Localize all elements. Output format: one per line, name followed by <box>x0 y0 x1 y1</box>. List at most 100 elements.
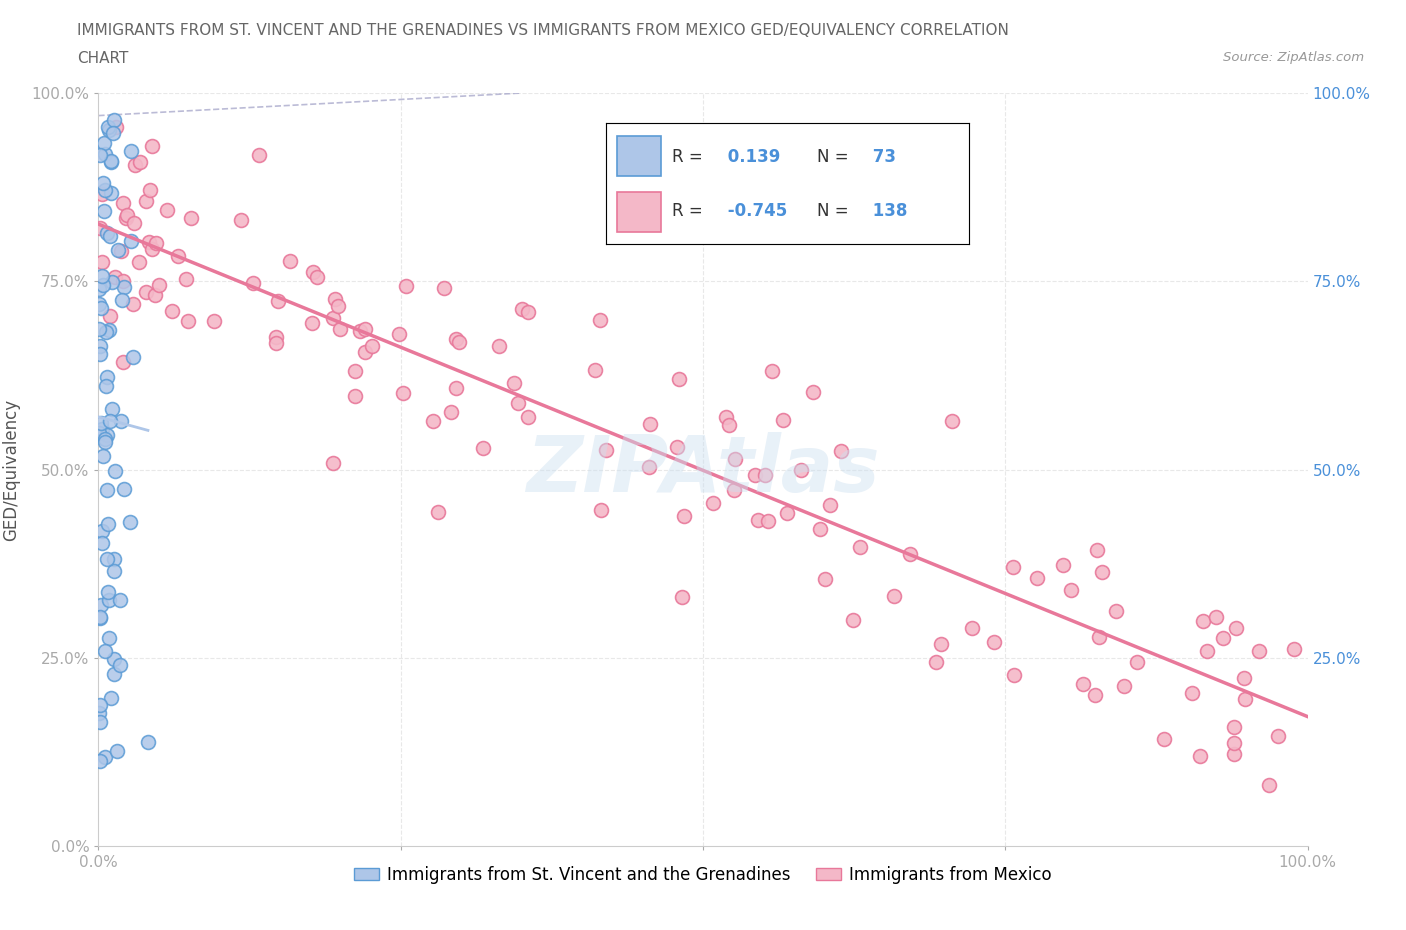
Point <box>1225 621 1247 636</box>
Point <box>89 346 111 361</box>
Point <box>1247 644 1270 658</box>
Point <box>801 384 824 399</box>
Point <box>1105 604 1128 618</box>
Point <box>145 235 167 250</box>
Point <box>115 210 138 225</box>
Point <box>591 503 613 518</box>
Point <box>100 186 122 201</box>
Point <box>141 242 163 257</box>
Point <box>322 310 344 325</box>
Point <box>354 322 377 337</box>
Point <box>87 282 110 297</box>
Point <box>87 296 110 311</box>
Point <box>97 120 120 135</box>
Point <box>135 285 157 299</box>
Point <box>776 505 799 520</box>
Point <box>104 464 127 479</box>
Point <box>96 584 118 599</box>
Point <box>87 705 110 720</box>
Point <box>717 418 740 432</box>
Text: CHART: CHART <box>77 51 129 66</box>
Point <box>98 229 121 244</box>
Point <box>583 363 606 378</box>
Point <box>1060 582 1083 597</box>
Point <box>93 136 115 151</box>
Point <box>100 154 122 169</box>
Point <box>1267 729 1289 744</box>
Point <box>174 272 197 286</box>
Point <box>90 524 112 538</box>
Point <box>344 364 367 379</box>
Point <box>595 443 617 458</box>
Point <box>202 313 225 328</box>
Point <box>108 658 131 672</box>
Point <box>747 512 769 527</box>
Point <box>247 148 270 163</box>
Point <box>104 120 127 135</box>
Point <box>1223 720 1246 735</box>
Point <box>177 313 200 328</box>
Point <box>96 551 118 566</box>
Point <box>898 546 921 561</box>
Point <box>1088 630 1111 644</box>
Point <box>818 498 841 512</box>
Point <box>103 551 125 566</box>
Point <box>638 459 661 474</box>
Point <box>112 273 135 288</box>
Point <box>264 329 287 344</box>
Point <box>343 389 366 404</box>
Point <box>354 344 377 359</box>
Point <box>395 279 418 294</box>
Point <box>87 425 110 440</box>
Point <box>388 327 411 342</box>
Point <box>1223 747 1246 762</box>
Point <box>103 564 125 578</box>
Point <box>1205 610 1227 625</box>
Point <box>93 146 115 161</box>
Point <box>702 496 724 511</box>
Point <box>104 270 127 285</box>
Point <box>422 414 444 429</box>
Point <box>110 243 132 258</box>
Point <box>446 381 468 396</box>
Point <box>156 203 179 218</box>
Point <box>91 422 114 437</box>
Point <box>925 654 948 669</box>
Point <box>756 514 779 529</box>
Point <box>160 303 183 318</box>
Point <box>96 428 118 443</box>
Point <box>107 243 129 258</box>
Point <box>94 750 117 764</box>
Point <box>447 335 470 350</box>
Point <box>90 187 112 202</box>
Point <box>439 405 461 419</box>
Point <box>1192 614 1215 629</box>
Point <box>166 248 188 263</box>
Point <box>103 667 125 682</box>
Point <box>110 592 132 607</box>
Point <box>93 432 115 446</box>
Point <box>94 644 117 658</box>
Point <box>89 698 111 712</box>
Point <box>1114 679 1136 694</box>
Point <box>91 536 114 551</box>
Point <box>139 182 162 197</box>
Point <box>89 220 111 235</box>
Point <box>1181 685 1204 700</box>
Point <box>117 207 139 222</box>
Point <box>1282 642 1305 657</box>
Point <box>143 288 166 303</box>
Point <box>141 138 163 153</box>
Point <box>112 279 135 294</box>
Point <box>97 323 120 338</box>
Point <box>1257 777 1279 792</box>
Point <box>883 589 905 604</box>
Point <box>427 504 450 519</box>
Point <box>105 743 128 758</box>
Point <box>392 385 415 400</box>
Point <box>124 158 146 173</box>
Point <box>808 522 831 537</box>
Point <box>761 364 783 379</box>
Point <box>112 482 135 497</box>
Point <box>589 312 612 327</box>
